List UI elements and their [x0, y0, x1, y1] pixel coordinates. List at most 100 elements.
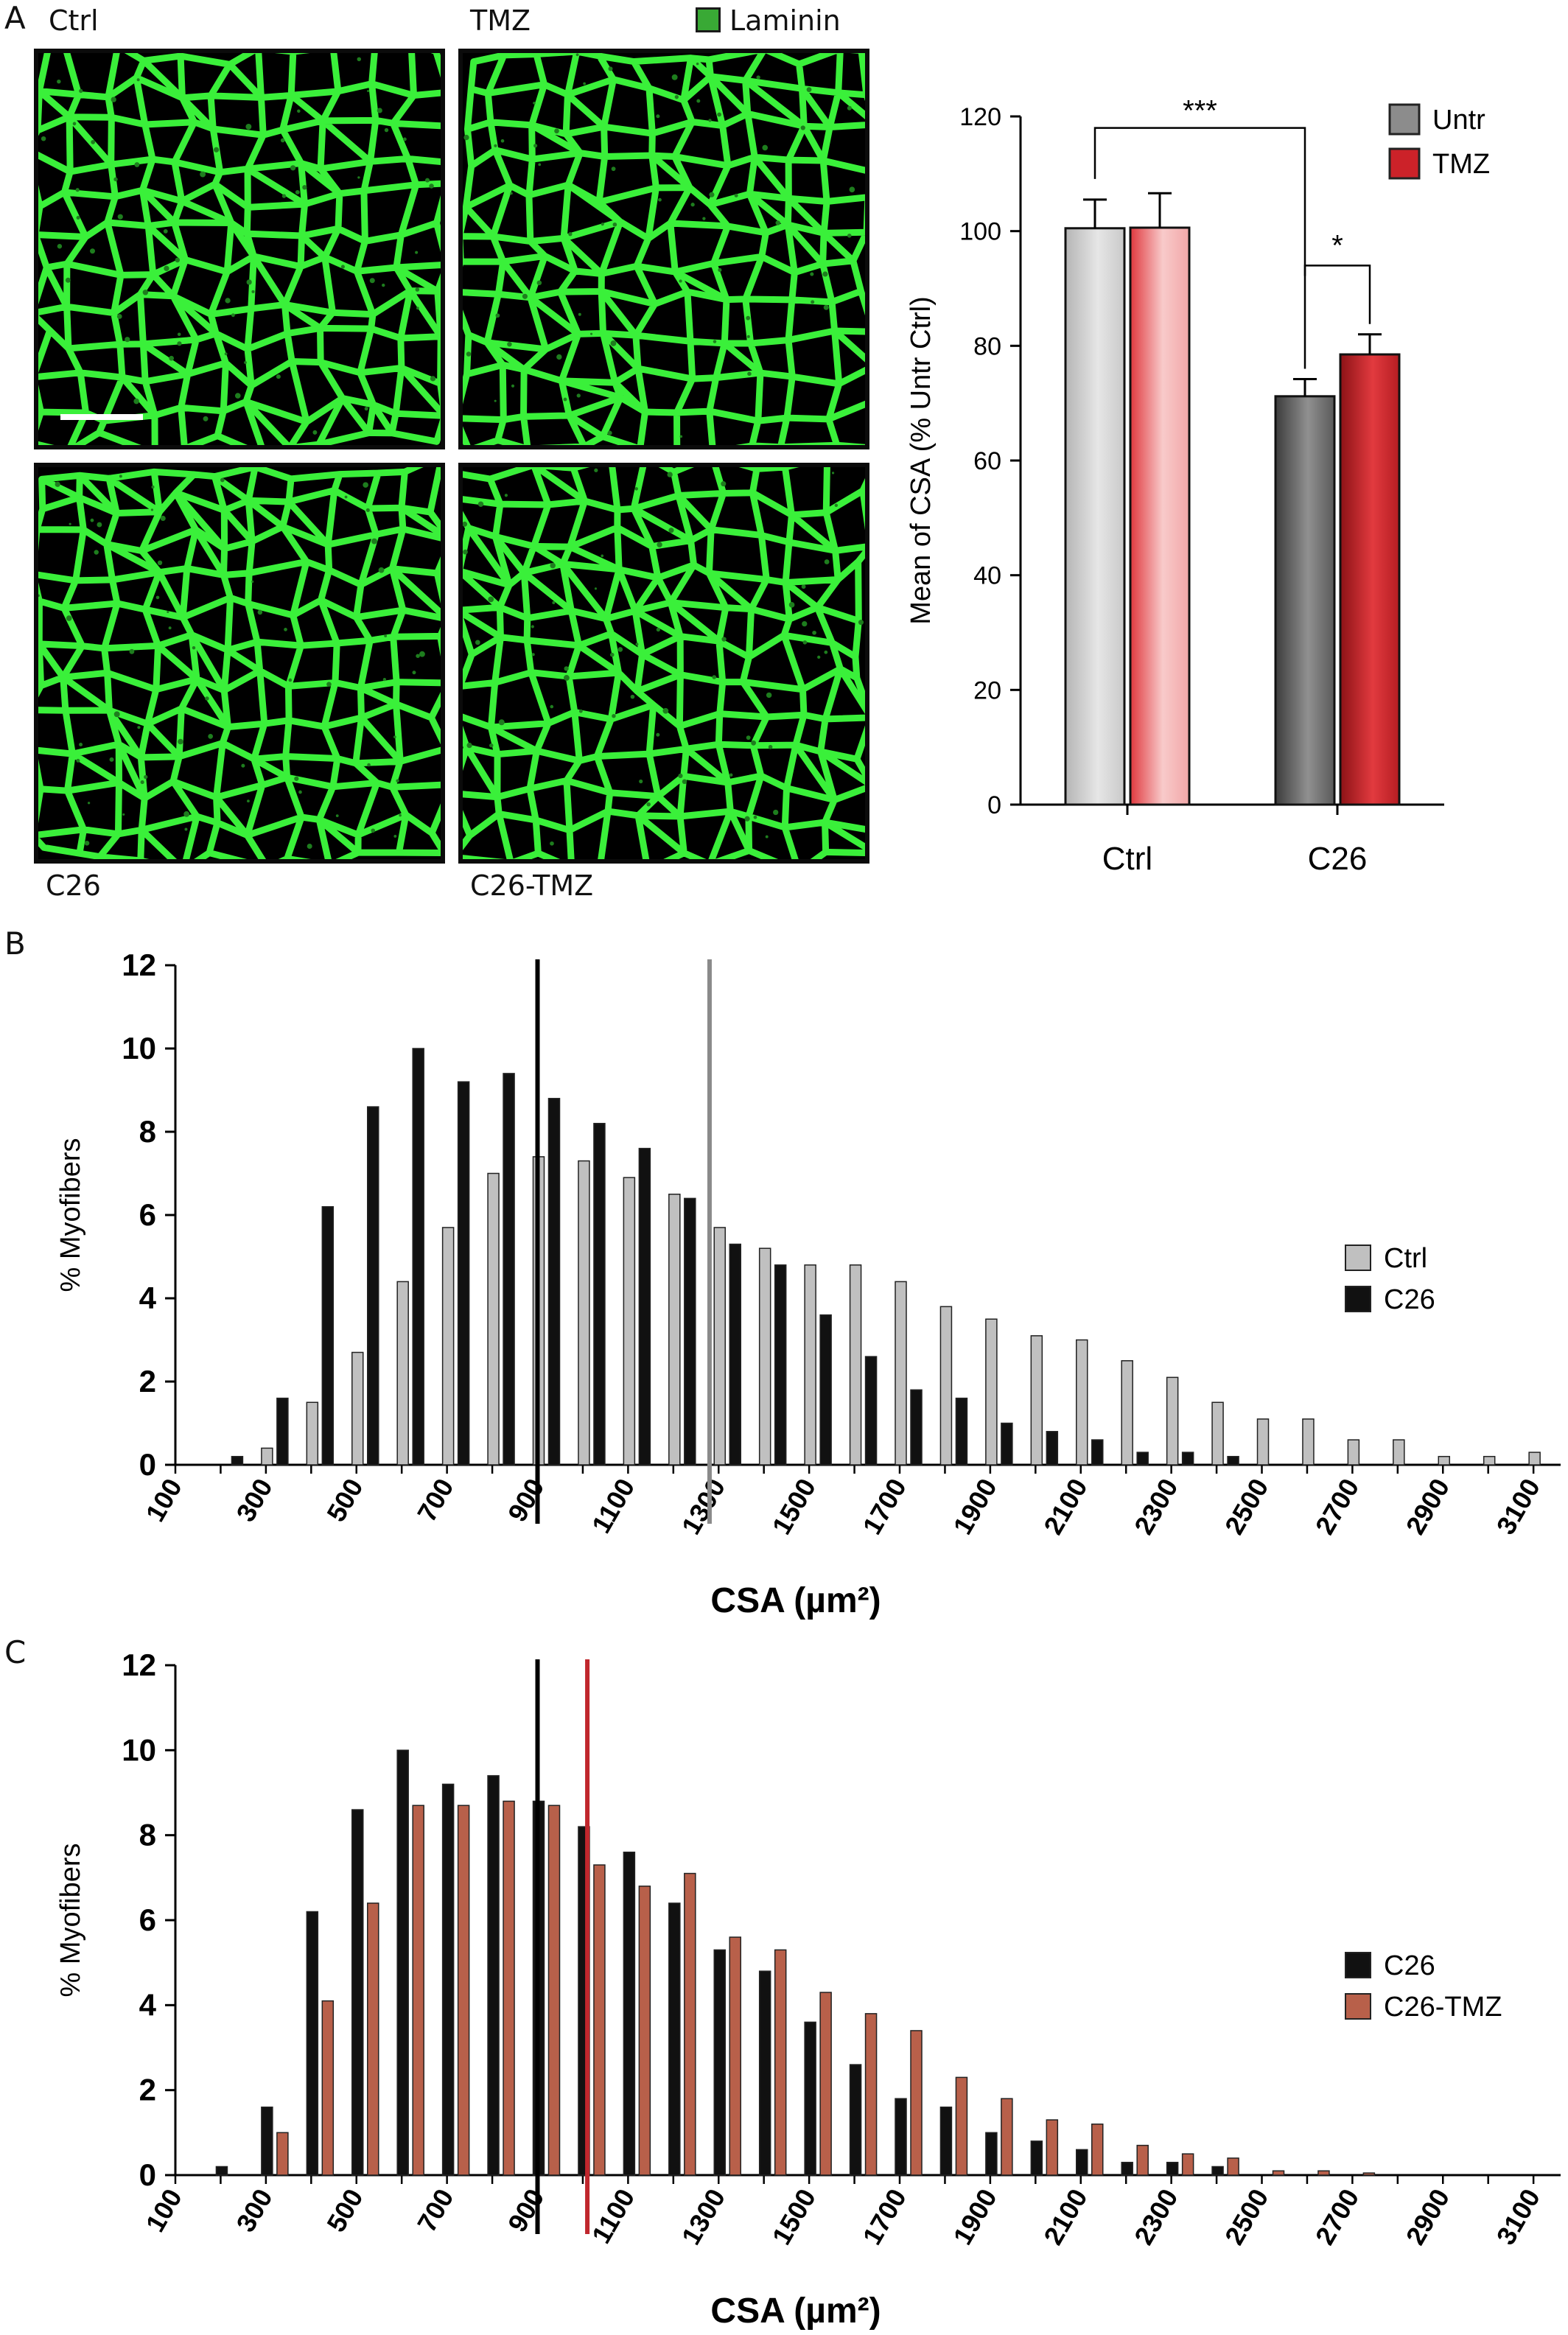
laminin-speck: [382, 677, 387, 682]
laminin-speck: [475, 640, 480, 645]
laminin-speck: [554, 128, 559, 134]
laminin-speck: [550, 704, 554, 709]
histogram-bar: [457, 1081, 470, 1466]
histogram-bar: [231, 1455, 244, 1466]
laminin-speck: [507, 341, 512, 347]
y-tick-label: 2: [139, 2073, 156, 2107]
laminin-speck: [365, 508, 370, 512]
laminin-speck: [494, 399, 497, 402]
histogram-bar: [804, 2021, 816, 2176]
x-tick-label: 2500: [1219, 1474, 1275, 1540]
laminin-speck: [806, 87, 812, 93]
legend-swatch: [1345, 1244, 1371, 1271]
laminin-speck: [823, 304, 829, 310]
y-tick-label: 4: [139, 1281, 157, 1315]
laminin-speck: [463, 134, 469, 141]
laminin-speck: [712, 675, 717, 679]
y-tick-label: 2: [139, 1364, 156, 1398]
laminin-speck: [753, 815, 757, 819]
y-tick-label: 6: [139, 1902, 156, 1937]
laminin-speck: [696, 62, 699, 66]
x-tick-label: 2300: [1128, 2184, 1184, 2250]
laminin-speck: [590, 332, 593, 335]
laminin-speck: [136, 78, 140, 82]
laminin-speck: [297, 109, 301, 113]
x-tick-label: 900: [502, 2184, 550, 2238]
legend-label: TMZ: [1432, 149, 1490, 180]
laminin-speck: [97, 522, 102, 528]
histogram-bar: [774, 1949, 787, 2176]
x-category-label: C26: [1308, 841, 1368, 877]
histogram-bar: [955, 2076, 968, 2176]
x-tick-label: 3100: [1491, 2184, 1547, 2250]
histogram-bar: [895, 1281, 907, 1466]
laminin-speck: [822, 271, 828, 277]
laminin-speck: [575, 53, 579, 57]
laminin-speck: [609, 652, 615, 657]
laminin-speck: [811, 300, 815, 304]
laminin-speck: [746, 315, 751, 321]
y-tick-label: 40: [973, 562, 1001, 590]
histogram-bar: [1227, 2157, 1239, 2176]
histogram-bar: [804, 1264, 816, 1466]
laminin-speck: [208, 734, 214, 739]
laminin-speck: [608, 66, 613, 71]
laminin-speck: [678, 773, 683, 779]
histogram-bar: [864, 2013, 878, 2176]
histogram-bar: [1121, 1360, 1133, 1466]
laminin-speck: [713, 340, 717, 343]
laminin-speck: [430, 376, 436, 382]
laminin-speck: [568, 232, 573, 237]
micrograph-label-c26: C26: [46, 869, 101, 902]
laminin-speck: [87, 802, 91, 805]
histogram-bar: [306, 1911, 319, 2176]
laminin-speck: [812, 630, 816, 635]
laminin-speck: [679, 279, 682, 283]
laminin-speck: [295, 189, 300, 195]
laminin-speck: [79, 88, 83, 94]
histogram-bar: [1001, 2098, 1013, 2176]
laminin-speck: [576, 393, 581, 398]
laminin-speck: [746, 735, 751, 741]
laminin-speck: [708, 119, 712, 122]
histogram-bar: [910, 1389, 923, 1466]
laminin-speck: [326, 682, 332, 687]
laminin-speck: [57, 79, 61, 84]
laminin-speck: [72, 122, 77, 126]
histogram-bar: [1227, 1455, 1239, 1466]
histogram-bar: [910, 2030, 923, 2176]
x-tick-label: 1300: [676, 2184, 732, 2250]
histogram-bar: [939, 1306, 953, 1466]
histogram-bar: [547, 1098, 561, 1466]
laminin-speck: [630, 694, 635, 699]
laminin-speck: [220, 477, 225, 483]
laminin-speck: [298, 790, 302, 794]
x-tick-label: 2100: [1037, 1474, 1093, 1540]
laminin-speck: [656, 114, 660, 119]
x-axis-label: CSA (µm²): [710, 1581, 881, 1620]
laminin-speck: [746, 335, 750, 338]
laminin-speck: [583, 82, 586, 85]
laminin-mesh: [463, 53, 865, 445]
laminin-speck: [116, 314, 122, 319]
laminin-speck: [76, 758, 80, 763]
histogram-bar: [623, 1177, 636, 1466]
laminin-speck: [656, 627, 660, 632]
y-tick-label: 60: [973, 447, 1001, 475]
laminin-speck: [463, 549, 468, 555]
laminin-speck: [658, 197, 662, 202]
laminin-speck: [231, 313, 235, 318]
histogram-bar: [1393, 1439, 1405, 1466]
histogram-bar: [412, 1804, 424, 2176]
laminin-speck: [662, 707, 669, 714]
laminin-speck: [246, 279, 252, 285]
histogram-bar: [758, 1970, 771, 2176]
laminin-speck: [241, 763, 245, 768]
laminin-speck: [800, 125, 805, 130]
histogram-bar: [351, 1351, 364, 1466]
x-tick-label: 500: [321, 1474, 369, 1527]
laminin-speck: [531, 653, 535, 657]
laminin-speck: [302, 185, 307, 190]
panel-b-letter: B: [4, 925, 26, 962]
